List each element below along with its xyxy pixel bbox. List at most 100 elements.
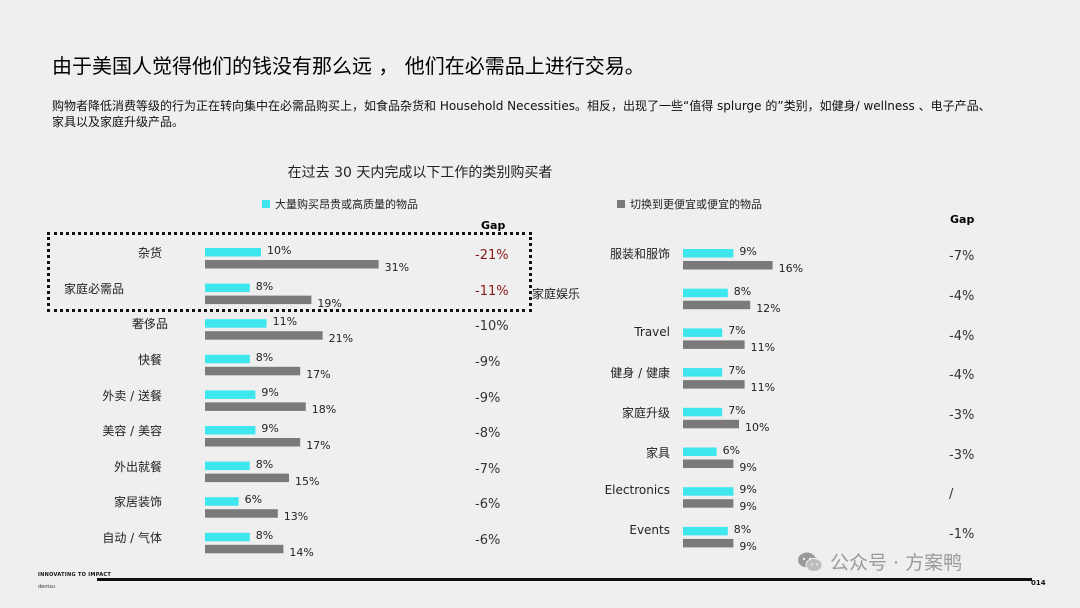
bar-value-label: 17% [306, 439, 331, 452]
category-label: 美容 / 美容 [102, 424, 162, 439]
bar-switch-cheaper [683, 459, 734, 468]
slide-title: 由于美国人觉得他们的钱没有那么远 ， 他们在必需品上进行交易。 [52, 54, 645, 78]
gap-value: -7% [949, 249, 975, 265]
bar-value-label: 8% [733, 284, 752, 298]
bar-switch-cheaper [683, 261, 773, 270]
bar-switch-cheaper [205, 402, 306, 411]
bar-buy-premium [683, 487, 734, 496]
bar-buy-premium [205, 426, 256, 435]
bar-buy-premium [683, 249, 734, 258]
bar-buy-premium [205, 461, 250, 471]
bar-value-label: 15% [295, 474, 320, 488]
bar-switch-cheaper [205, 260, 379, 269]
footer-brand-tagline: INNOVATING TO IMPACT [38, 572, 112, 578]
category-label: 家庭升级 [621, 406, 670, 421]
category-label: 杂货 [137, 246, 163, 261]
gap-value: -6% [475, 497, 501, 513]
gap-value: -3% [949, 408, 975, 424]
bar-value-label: 19% [317, 296, 342, 310]
bar-value-label: 7% [728, 324, 746, 338]
bar-switch-cheaper [205, 331, 323, 340]
legend-label-switch-cheaper: 切换到更便宜或便宜的物品 [630, 198, 762, 211]
bar-value-label: 9% [261, 422, 279, 435]
gap-header-left: Gap [481, 219, 506, 232]
watermark: 公众号 · 方案鸭 [797, 548, 962, 575]
gap-value: -3% [949, 447, 975, 463]
gap-value: -9% [475, 355, 501, 371]
bar-value-label: 6% [722, 443, 741, 457]
bar-value-label: 13% [283, 510, 309, 524]
bar-value-label: 9% [261, 386, 279, 400]
bar-switch-cheaper [683, 380, 745, 389]
bar-buy-premium [683, 526, 728, 536]
gap-value: -6% [475, 533, 501, 549]
gap-value: -10% [475, 319, 509, 335]
bar-value-label: 9% [739, 460, 757, 474]
category-label: 奢侈品 [131, 317, 169, 332]
gap-value: / [949, 487, 954, 503]
category-label: 外卖 / 送餐 [102, 388, 162, 403]
legend-swatch-gray [617, 200, 625, 208]
category-label: 家庭娱乐 [532, 286, 581, 301]
bar-switch-cheaper [205, 438, 301, 447]
footer-rule [97, 578, 1032, 581]
gap-header-right: Gap [950, 213, 975, 226]
gap-value: -11% [475, 283, 509, 299]
watermark-text: 公众号 · 方案鸭 [830, 552, 963, 574]
bar-switch-cheaper [683, 419, 739, 429]
bar-buy-premium [205, 497, 239, 506]
category-label: 服装和服饰 [609, 247, 670, 262]
category-label: 快餐 [137, 353, 163, 368]
bar-switch-cheaper [205, 295, 312, 305]
bar-buy-premium [683, 447, 717, 456]
bar-buy-premium [683, 288, 728, 298]
bar-value-label: 9% [739, 500, 757, 514]
bar-switch-cheaper [205, 509, 278, 518]
bar-switch-cheaper [205, 366, 301, 376]
bar-value-label: 7% [728, 403, 746, 417]
gap-value: -8% [475, 426, 501, 442]
footer-brand-name: dentsu [38, 584, 56, 590]
bar-value-label: 12% [756, 301, 781, 315]
bar-switch-cheaper [205, 473, 289, 483]
category-label: 外出就餐 [113, 459, 162, 474]
bar-switch-cheaper [205, 544, 284, 554]
bar-value-label: 8% [255, 457, 274, 471]
highlight-box [47, 232, 532, 312]
bar-value-label: 9% [739, 483, 757, 497]
bar-buy-premium [683, 328, 723, 337]
bar-switch-cheaper [683, 300, 751, 310]
bar-value-label: 18% [311, 403, 337, 417]
bar-value-label: 8% [255, 279, 274, 293]
category-label: 家居装饰 [113, 495, 162, 510]
bar-buy-premium [683, 368, 723, 377]
legend-label-buy-premium: 大量购买昂贵或高质量的物品 [275, 198, 418, 211]
category-label: 健身 / 健康 [610, 366, 670, 381]
gap-value: -4% [949, 368, 975, 384]
category-label: Electronics [604, 483, 670, 498]
category-label: 家具 [645, 445, 670, 460]
bar-value-label: 7% [728, 364, 746, 378]
bar-value-label: 17% [306, 367, 331, 381]
bar-value-label: 6% [244, 493, 263, 507]
bar-buy-premium [205, 248, 261, 257]
bar-buy-premium [205, 532, 250, 542]
gap-value: -21% [475, 248, 509, 264]
gap-value: -4% [949, 288, 975, 304]
bar-value-label: 21% [328, 332, 354, 346]
bar-buy-premium [205, 283, 250, 293]
bar-buy-premium [683, 407, 723, 417]
category-label: 自动 / 气体 [102, 531, 162, 546]
bar-value-label: 16% [778, 262, 804, 275]
bar-buy-premium [205, 390, 256, 399]
category-label: Events [629, 523, 670, 538]
bar-switch-cheaper [683, 538, 734, 548]
bar-value-label: 11% [750, 381, 776, 395]
legend-item-buy-premium: 大量购买昂贵或高质量的物品 [262, 196, 418, 212]
bar-value-label: 8% [255, 350, 274, 364]
bar-buy-premium [205, 319, 267, 328]
category-label: Travel [634, 324, 670, 339]
bar-value-label: 10% [267, 244, 292, 257]
page-number: 014 [1031, 579, 1046, 587]
